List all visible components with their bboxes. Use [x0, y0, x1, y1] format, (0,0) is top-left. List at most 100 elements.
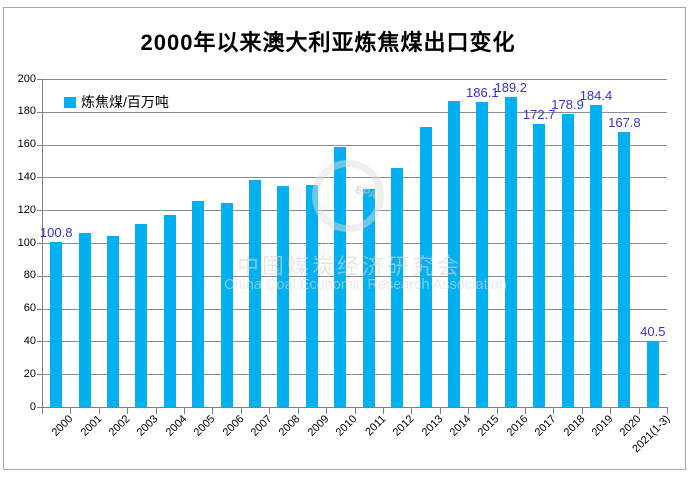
- y-axis-tick-label: 20: [23, 367, 36, 380]
- bar-2015: [476, 101, 489, 407]
- x-axis-tick: [610, 408, 612, 414]
- watermark-text-en: China Coal Economic Research Association: [224, 277, 507, 293]
- y-axis-tick-label: 180: [17, 105, 36, 118]
- bar-2001: [78, 233, 91, 407]
- x-axis-tick-label: 2015: [476, 413, 502, 439]
- y-axis-tick-label: 140: [17, 170, 36, 183]
- gridline: [42, 111, 667, 113]
- bar-2017: [533, 123, 546, 407]
- x-axis-tick-label: 2001: [78, 413, 105, 439]
- y-axis-tick: [37, 177, 42, 179]
- y-axis-tick-label: 100: [17, 236, 36, 249]
- x-axis-tick-label: 2020: [618, 413, 644, 439]
- x-axis-tick: [127, 408, 129, 414]
- legend-label: 炼焦煤/百万吨: [81, 94, 169, 110]
- y-axis-tick-label: 120: [17, 203, 36, 216]
- x-axis-tick-label: 2011: [362, 413, 389, 439]
- x-axis-tick-label: 2006: [220, 413, 247, 439]
- x-axis-tick: [638, 408, 640, 414]
- x-axis-tick-label: 2010: [333, 413, 360, 439]
- bar-2013: [419, 127, 432, 407]
- bar-2005: [192, 201, 205, 407]
- y-axis-tick: [37, 210, 42, 212]
- bar-2020: [618, 131, 631, 407]
- x-axis-tick: [553, 408, 555, 414]
- y-axis-tick-label: 200: [17, 72, 36, 85]
- x-axis-tick: [98, 408, 100, 414]
- x-axis-tick-label: 2016: [504, 413, 531, 439]
- x-axis-tick-label: 2007: [248, 413, 275, 439]
- gridline: [42, 308, 667, 310]
- x-axis-tick: [581, 408, 583, 414]
- x-axis-tick: [269, 408, 271, 414]
- bar-value-label: 178.9: [551, 96, 584, 112]
- gridline: [42, 374, 667, 376]
- bar-2009: [305, 184, 318, 407]
- x-axis-tick: [382, 408, 384, 414]
- y-axis-tick-label: 160: [17, 138, 36, 151]
- y-axis-tick-label: 80: [23, 269, 36, 282]
- x-axis-tick-label: 2009: [305, 413, 332, 439]
- x-axis-tick: [524, 408, 526, 414]
- y-axis-tick: [37, 407, 42, 408]
- y-axis-tick: [37, 243, 42, 244]
- y-axis-tick: [37, 341, 42, 343]
- x-axis-tick-label: 2019: [589, 413, 616, 439]
- bar-value-label: 167.8: [608, 114, 641, 130]
- bar-value-label: 40.5: [640, 323, 666, 339]
- bar-2000: [50, 241, 63, 407]
- bar-2006: [220, 202, 233, 407]
- watermark-emblem-text: EPA: [353, 183, 379, 203]
- watermark-text-cn: 中国煤炭经济研究会: [237, 254, 463, 279]
- y-axis-tick-label: 60: [23, 302, 36, 315]
- x-axis-tick-label: 2005: [191, 413, 218, 439]
- gridline: [42, 79, 667, 80]
- gridline: [42, 341, 667, 343]
- x-axis-tick: [297, 408, 299, 414]
- x-axis-tick: [155, 408, 157, 414]
- x-axis-tick-label: 2000: [49, 413, 76, 439]
- y-axis-tick: [37, 144, 42, 146]
- x-axis-tick: [326, 408, 328, 414]
- bar-2004: [163, 215, 176, 407]
- x-axis-tick: [439, 408, 441, 414]
- x-axis-tick: [70, 408, 72, 414]
- x-axis-tick: [468, 408, 470, 414]
- x-axis-tick: [354, 408, 356, 414]
- x-axis-tick-label: 2018: [561, 413, 588, 439]
- bar-2012: [391, 168, 404, 407]
- bar-2018: [561, 113, 574, 407]
- x-axis-tick: [411, 408, 413, 414]
- x-axis-tick-label: 2008: [277, 413, 303, 439]
- x-axis-tick-label: 2002: [106, 413, 133, 439]
- x-axis-tick-label: 2012: [390, 413, 417, 439]
- y-axis-tick-label: 0: [29, 400, 36, 413]
- gridline: [42, 275, 667, 277]
- bar-2003: [135, 224, 148, 407]
- x-axis-line: [42, 407, 668, 408]
- bar-value-label: 186.1: [466, 84, 499, 100]
- bar-2016: [504, 96, 517, 407]
- y-axis-tick: [37, 111, 42, 113]
- bar-value-label: 189.2: [494, 79, 528, 95]
- bar-2008: [277, 186, 290, 407]
- x-axis-tick-label: 2014: [447, 413, 474, 439]
- legend: 炼焦煤/百万吨: [64, 92, 169, 112]
- y-axis-tick: [37, 79, 42, 80]
- bar-value-label: 100.8: [39, 224, 73, 240]
- watermark-emblem-icon: EPA: [312, 160, 384, 232]
- bar-value-label: 172.7: [522, 106, 556, 122]
- bar-2007: [249, 179, 262, 407]
- x-axis-tick-label: 2017: [532, 413, 559, 439]
- x-axis-tick-label: 2013: [419, 413, 446, 439]
- x-axis-tick: [42, 408, 43, 414]
- bar-2019: [589, 104, 602, 407]
- bar-2021(1-3): [646, 340, 659, 407]
- x-axis-tick: [184, 408, 186, 414]
- y-axis-tick: [37, 275, 42, 277]
- chart-title: 2000年以来澳大利亚炼焦煤出口变化: [140, 30, 516, 55]
- y-axis-tick: [37, 374, 42, 376]
- x-axis-tick-label: 2004: [163, 413, 190, 439]
